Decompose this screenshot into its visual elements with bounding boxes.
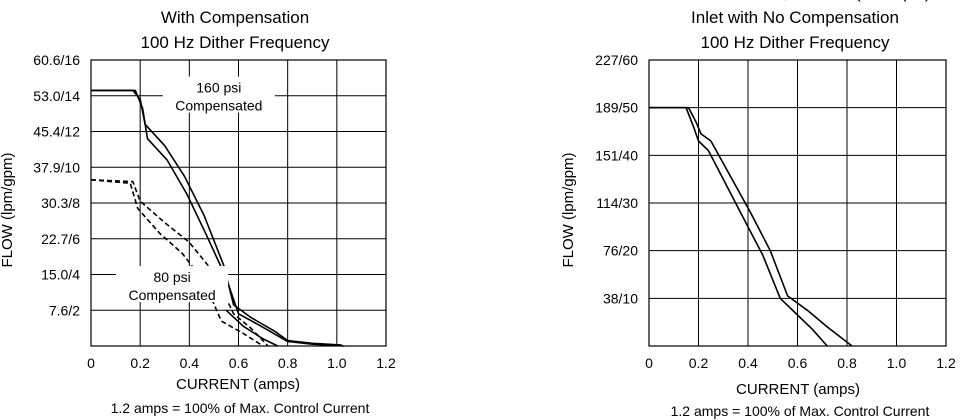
annotation-label: Compensated <box>129 287 216 303</box>
chart-title-line: 100 Hz Dither Frequency <box>701 33 890 52</box>
chart-title-line: Inlet with No Compensation <box>691 8 899 27</box>
y-tick-label: 15.0/4 <box>41 267 80 283</box>
series-line <box>225 309 279 347</box>
series-line <box>649 106 828 347</box>
annotation-label: 80 psi <box>153 269 190 285</box>
y-axis-label: FLOW (lpm/gpm) <box>0 152 16 267</box>
series-line <box>91 89 342 346</box>
y-tick-label: 60.6/16 <box>33 52 80 68</box>
series-line <box>90 179 269 347</box>
annotation-background <box>162 76 275 113</box>
series-line <box>90 179 264 347</box>
series-line <box>91 89 345 347</box>
x-tick-label: 0.8 <box>837 355 857 371</box>
chart-no-compensation: Flow vs. Current, 242 bar (3000 psi) Inle… <box>560 0 956 419</box>
y-tick-label: 22.7/6 <box>41 231 80 247</box>
y-tick-label: 114/30 <box>596 195 638 211</box>
footnote: 1.2 amps = 100% of Max. Control Current <box>111 400 370 416</box>
y-tick-label: 30.3/8 <box>41 195 80 211</box>
footnote: 1.2 amps = 100% of Max. Control Current <box>671 403 930 419</box>
x-tick-label: 0.2 <box>130 355 150 371</box>
x-tick-label: 1.0 <box>327 355 347 371</box>
series-line <box>649 106 853 347</box>
annotation-label: 160 psi <box>196 80 241 96</box>
chart-title-line: Flow vs. Current, 242 bar (3000 psi) <box>659 0 930 2</box>
plot-frame <box>648 59 947 347</box>
y-axis-label: FLOW (lpm/gpm) <box>560 152 577 267</box>
chart-with-compensation: Flow vs. Current With Compensation 100 Hz … <box>0 0 396 416</box>
annotation-background <box>116 266 229 303</box>
y-tick-label: 7.6/2 <box>49 302 80 318</box>
y-tick-label: 227/60 <box>595 52 638 68</box>
y-tick-label: 53.0/14 <box>33 88 80 104</box>
annotation-label: Compensated <box>175 98 262 114</box>
x-tick-label: 0.6 <box>229 355 249 371</box>
y-tick-label: 189/50 <box>595 100 638 116</box>
y-tick-label: 37.9/10 <box>33 159 80 175</box>
x-tick-label: 0.6 <box>788 355 808 371</box>
y-tick-label: 45.4/12 <box>33 124 80 140</box>
x-tick-label: 1.2 <box>936 355 956 371</box>
x-tick-label: 0.2 <box>689 355 709 371</box>
x-tick-label: 1.2 <box>376 355 396 371</box>
plot-frame <box>90 59 387 347</box>
x-tick-label: 1.0 <box>887 355 907 371</box>
y-tick-label: 151/40 <box>595 147 638 163</box>
chart-title-line: With Compensation <box>161 8 309 27</box>
x-tick-label: 0 <box>87 355 95 371</box>
x-axis-label: CURRENT (amps) <box>736 381 860 398</box>
x-tick-label: 0 <box>645 355 653 371</box>
chart-title-line: Flow vs. Current <box>173 0 297 2</box>
y-tick-label: 76/20 <box>603 243 638 259</box>
x-tick-label: 0.4 <box>738 355 758 371</box>
x-tick-label: 0.8 <box>278 355 298 371</box>
x-axis-label: CURRENT (amps) <box>176 376 300 393</box>
x-tick-label: 0.4 <box>180 355 200 371</box>
y-tick-label: 38/10 <box>603 290 638 306</box>
chart-title-line: 100 Hz Dither Frequency <box>141 33 330 52</box>
